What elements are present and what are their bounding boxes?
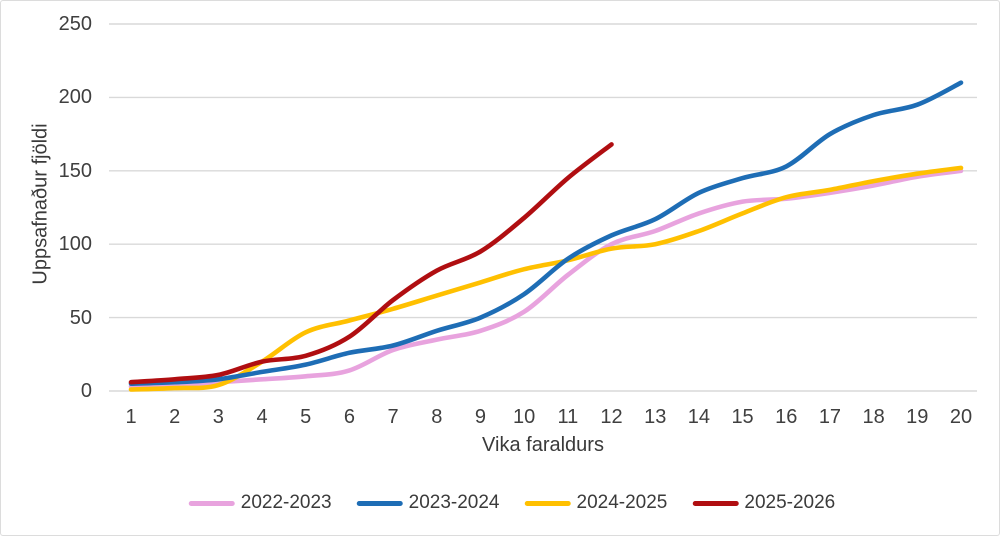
legend-swatch [356, 500, 403, 506]
y-axis-title: Uppsafnaður fjöldi [29, 123, 52, 285]
legend-item-2025-2026: 2025-2026 [692, 492, 835, 514]
legend-item-2022-2023: 2022-2023 [188, 492, 332, 514]
legend-label: 2022-2023 [240, 492, 332, 513]
legend-item-2023-2024: 2023-2024 [356, 492, 500, 514]
legend-swatch [524, 500, 571, 506]
series-line-2023-2024 [128, 80, 964, 386]
legend-label: 2024-2025 [576, 492, 668, 513]
series-line-2022-2023 [128, 168, 964, 389]
legend-swatch [692, 500, 739, 506]
legend-label: 2025-2026 [744, 492, 836, 513]
legend-item-2024-2025: 2024-2025 [524, 492, 668, 514]
legend-label: 2023-2024 [408, 492, 500, 513]
series-line-2025-2026 [128, 142, 614, 385]
x-axis-title: Vika faraldurs [482, 434, 604, 456]
legend: 2022-2023 2023-2024 2024-2025 2025-2026 [188, 492, 835, 514]
legend-swatch [188, 500, 235, 506]
